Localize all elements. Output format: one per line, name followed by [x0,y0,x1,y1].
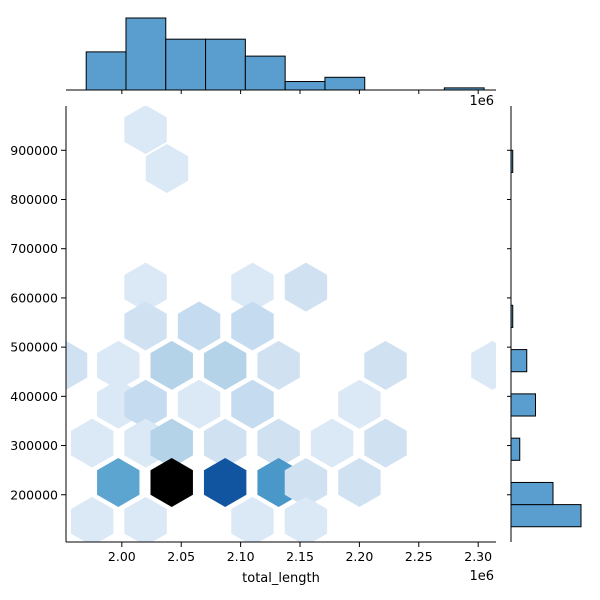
right-marginal-ticks [507,149,511,496]
hexbin-cell [257,418,300,468]
hexbin-cell [124,106,167,155]
hexbin-cell [70,496,114,542]
hexbin-cell [231,379,274,429]
hexbin-cell [338,457,381,507]
joint-plot: 2.00 2.05 2.10 2.15 2.20 2.25 2.30 200000 30000… [10,106,496,586]
hexbin-cell [203,418,247,468]
hexbin-cell [124,379,167,429]
top-offset-label: 1e6 [469,94,494,109]
hexbin-cell [284,457,328,507]
top-hist-bar [205,38,246,91]
hexbin-cell [364,340,407,390]
hexbin-cell [203,457,247,507]
hexbin-cell [284,262,328,312]
hexbin-cell [97,340,140,390]
x-tick-label: 2.00 [108,549,136,564]
hexbin-cell [310,418,354,468]
top-hist-bar [85,51,127,91]
x-tick-label: 2.15 [286,549,314,564]
hexbin-cell [471,340,496,390]
hexbin-cell [364,418,407,468]
hexbin-cell [124,301,167,351]
right-hist-bar [510,393,536,417]
top-hist-bars [85,17,485,91]
x-axis-label: total_length [242,571,320,586]
hexbin-cell [150,340,193,390]
y-tick-label: 900000 [10,143,58,158]
hexbin-cell [257,340,300,390]
y-tick-label: 200000 [10,487,58,502]
x-tick-label: 2.30 [464,549,492,564]
right-hist-bar [510,504,582,528]
right-hist-bar [510,437,521,461]
x-tick-label: 2.10 [227,549,255,564]
right-hist-bars [510,149,582,528]
y-tick-label: 400000 [10,389,58,404]
y-axis-ticks: 200000 300000 400000 500000 600000 700000 8000… [10,143,66,502]
top-hist-bar [284,81,326,91]
top-hist-bar [324,76,366,91]
hexbin-cell [203,340,247,390]
hexbin-cell [145,144,189,193]
y-tick-label: 700000 [10,241,58,256]
right-marginal-histogram [507,106,582,542]
x-tick-label: 2.05 [167,549,195,564]
right-hist-bar [510,481,554,506]
y-tick-label: 600000 [10,290,58,305]
x-tick-label: 2.20 [345,549,373,564]
hexbin-cell [231,301,274,351]
top-hist-bar [165,38,207,91]
top-marginal-histogram: 1e6 [66,17,496,109]
hexbin-cell [231,496,274,542]
top-hist-bar [244,55,286,91]
hexbin-cell [124,262,167,312]
x-axis-ticks: 2.00 2.05 2.10 2.15 2.20 2.25 2.30 [108,542,492,564]
hexbin-layer [66,106,496,542]
y-tick-label: 800000 [10,192,58,207]
y-tick-label: 300000 [10,438,58,453]
hexbin-cell [70,418,114,468]
right-hist-bar [510,349,528,373]
x-offset-label: 1e6 [469,569,494,584]
y-tick-label: 500000 [10,340,58,355]
top-marginal-ticks [121,90,479,94]
x-tick-label: 2.25 [405,549,433,564]
hexbin-cell [124,496,167,542]
hexbin-cell [231,262,274,312]
hexbin-cell [150,457,193,507]
hexbin-cell [284,496,328,542]
top-hist-bar [125,17,167,91]
hexbin-cell [338,379,381,429]
hexbin-cell [177,301,221,351]
hexbin-cell [97,457,140,507]
hexbin-cell [177,379,221,429]
hexbin-cell [150,418,193,468]
hexbin-cell [66,340,88,390]
